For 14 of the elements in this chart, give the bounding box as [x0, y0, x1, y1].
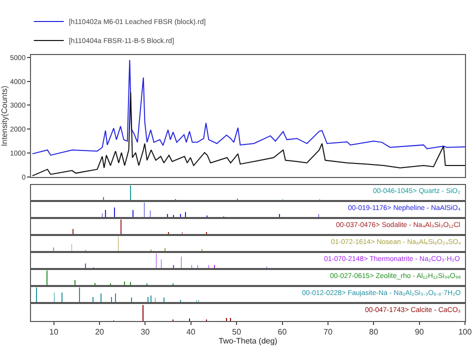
x-axis-title: Two-Theta (deg) — [218, 336, 278, 346]
x-tick-label: 40 — [186, 328, 196, 337]
x-tick-label: 60 — [278, 328, 288, 337]
x-tick-label: 30 — [140, 328, 150, 337]
x-tick-label: 50 — [232, 328, 242, 337]
x-tick-label: 10 — [49, 328, 59, 337]
y-axis-title: Intensity(Counts) — [0, 85, 9, 146]
x-tick-label: 70 — [323, 328, 333, 337]
line-series — [32, 60, 465, 156]
x-tick-label: 100 — [458, 328, 472, 337]
x-tick-label: 90 — [414, 328, 424, 337]
line-series — [32, 92, 465, 176]
x-tick-label: 20 — [95, 328, 105, 337]
x-tick-label: 80 — [369, 328, 379, 337]
